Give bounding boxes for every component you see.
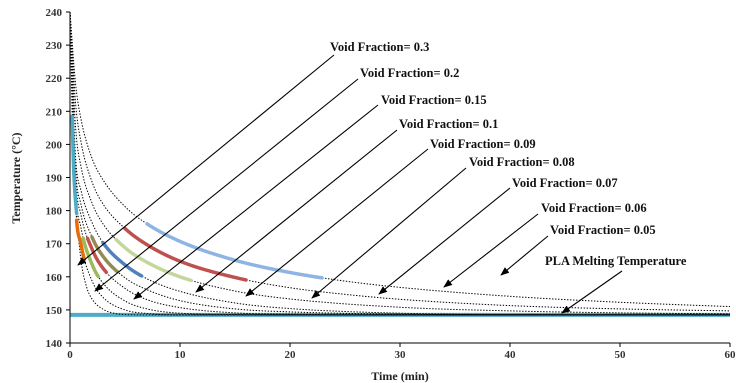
- highlight-segment-0.1: [101, 240, 144, 278]
- x-tick-label: 60: [725, 349, 736, 361]
- annotation-arrow-pla-melting: [561, 270, 623, 314]
- y-tick-label: 180: [46, 206, 63, 218]
- y-tick-label: 150: [46, 305, 63, 317]
- annotation-arrow-vf-0.3: [77, 54, 335, 266]
- y-tick-labels: 140 150 160 170 180 190 200 210 220 230 240: [46, 7, 63, 350]
- y-tick-label: 200: [46, 139, 63, 151]
- annotation-arrow-vf-0.06: [443, 213, 539, 288]
- y-axis-title: Temperature (°C): [9, 132, 23, 223]
- x-tick-label: 0: [67, 349, 73, 361]
- annotation-label-pla-melting: PLA Melting Temperature: [545, 254, 687, 268]
- annotation-label-vf-0.09: Void Fraction= 0.09: [430, 137, 536, 151]
- x-axis-title: Time (min): [371, 369, 428, 383]
- x-tick-label: 20: [285, 349, 297, 361]
- curves-layer: [69, 11, 731, 316]
- annotation-arrow-vf-0.07: [378, 187, 511, 295]
- curve-0.2: [69, 11, 731, 312]
- y-tick-label: 240: [46, 7, 63, 19]
- annotation-label-vf-0.06: Void Fraction= 0.06: [541, 201, 647, 215]
- y-tick-label: 230: [46, 40, 63, 52]
- axes: [66, 11, 731, 347]
- curve-0.09: [69, 11, 730, 316]
- x-tick-label: 30: [395, 349, 407, 361]
- highlight-segment-0.09: [90, 235, 120, 274]
- highlight-segment-0.3: [145, 222, 325, 280]
- curve-0.05: [69, 11, 730, 316]
- annotation-arrow-vf-0.09: [245, 148, 429, 297]
- y-tick-label: 190: [46, 173, 63, 185]
- curve-0.08: [69, 11, 730, 316]
- curve-0.07: [69, 11, 730, 316]
- highlight-segments-layer: [70, 114, 325, 283]
- annotation-label-vf-0.2: Void Fraction= 0.2: [360, 66, 459, 80]
- annotation-label-vf-0.1: Void Fraction= 0.1: [399, 117, 498, 131]
- annotation-label-vf-0.15: Void Fraction= 0.15: [381, 93, 487, 107]
- y-tick-label: 210: [46, 106, 63, 118]
- highlight-segment-0.05: [70, 114, 79, 216]
- x-tick-label: 40: [505, 349, 517, 361]
- curve-0.1: [69, 11, 731, 316]
- curve-0.06: [69, 11, 730, 316]
- annotation-arrow-vf-0.05: [500, 235, 549, 276]
- highlight-segment-0.08: [85, 236, 109, 275]
- annotation-arrow-vf-0.1: [195, 129, 398, 293]
- x-tick-label: 10: [175, 349, 187, 361]
- highlight-segment-0.07: [81, 236, 101, 279]
- highlight-segment-0.2: [123, 226, 248, 282]
- annotation-label-vf-0.07: Void Fraction= 0.07: [512, 176, 618, 190]
- annotation-arrow-vf-0.08: [311, 167, 467, 299]
- curve-0.15: [69, 11, 731, 315]
- highlight-segment-0.06: [74, 218, 87, 262]
- y-tick-label: 160: [46, 272, 63, 284]
- annotation-label-vf-0.05: Void Fraction= 0.05: [550, 223, 656, 237]
- annotation-label-vf-0.3: Void Fraction= 0.3: [330, 40, 429, 54]
- annotations-layer: Void Fraction= 0.3 Void Fraction= 0.2 Vo…: [77, 40, 687, 314]
- y-tick-label: 170: [46, 239, 63, 251]
- x-tick-labels: 0 10 20 30 40 50 60: [67, 349, 736, 361]
- x-tick-label: 50: [615, 349, 627, 361]
- annotation-label-vf-0.08: Void Fraction= 0.08: [469, 155, 575, 169]
- plot-area: [69, 11, 731, 317]
- annotation-arrow-vf-0.2: [94, 78, 359, 292]
- annotation-arrow-vf-0.15: [133, 104, 379, 300]
- y-tick-label: 140: [46, 338, 63, 350]
- y-tick-label: 220: [46, 73, 63, 85]
- curve-0.3: [69, 11, 731, 308]
